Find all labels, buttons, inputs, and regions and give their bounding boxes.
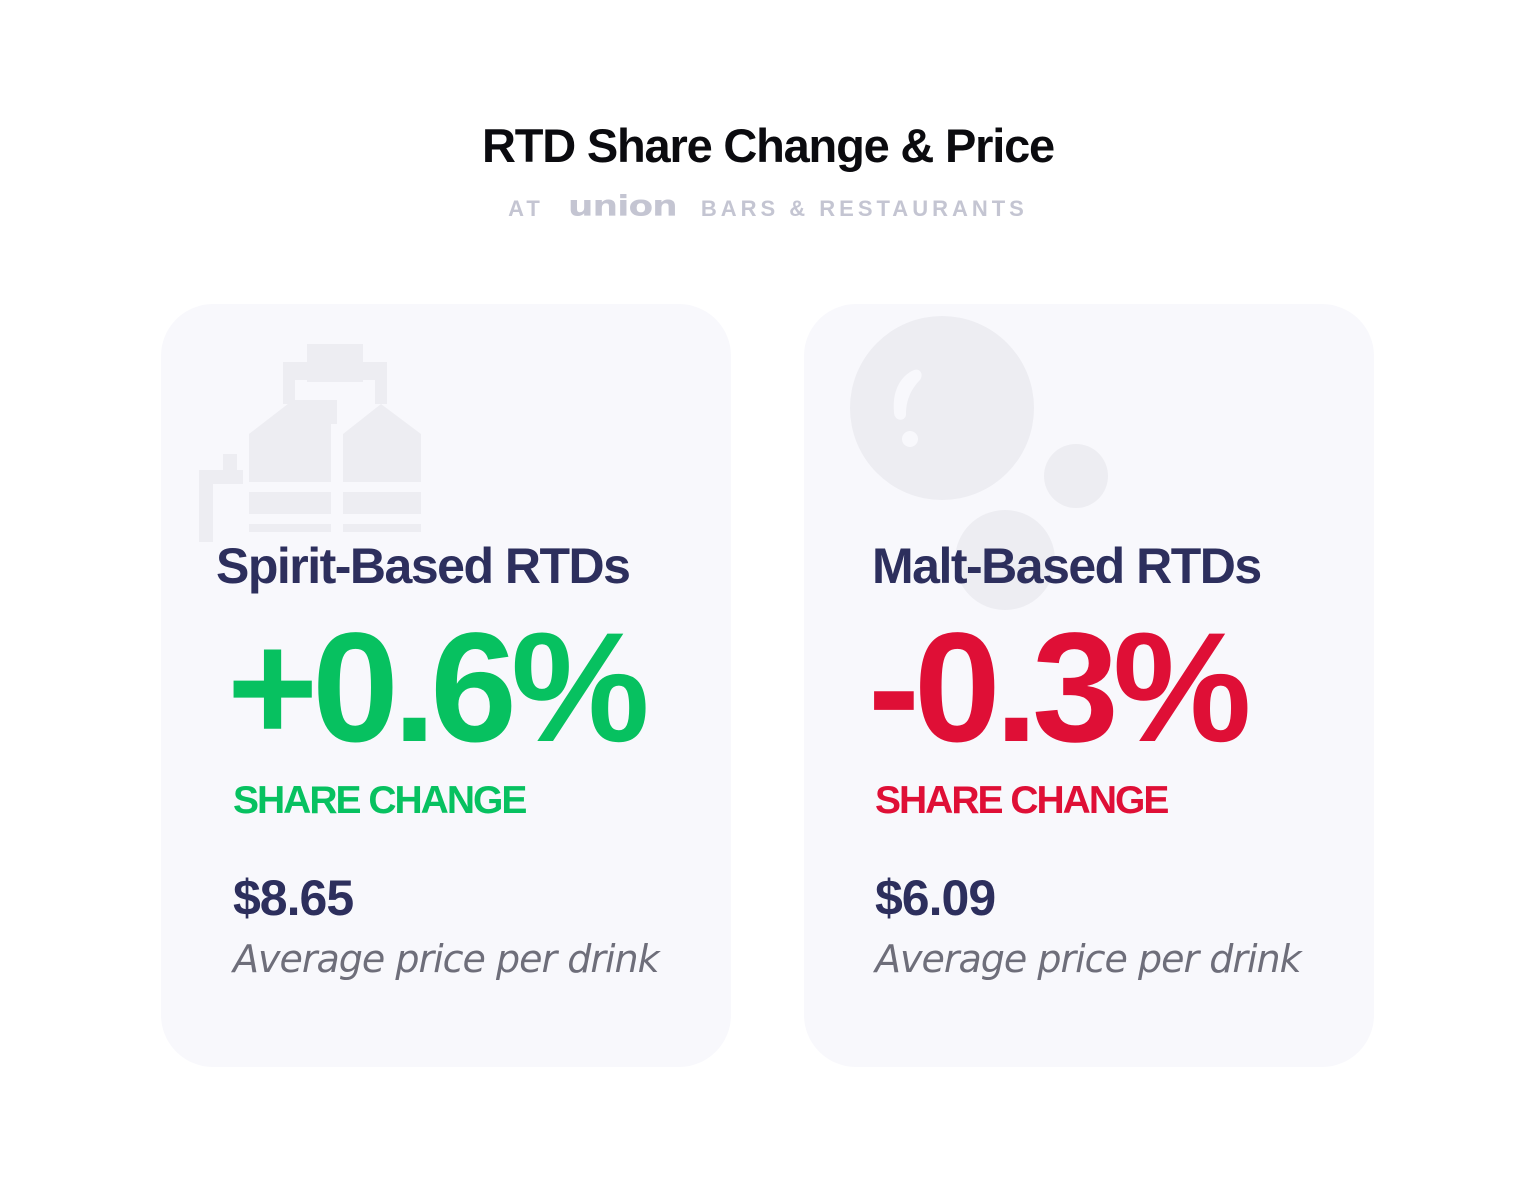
card-title: Spirit-Based RTDs xyxy=(216,538,631,594)
bubbles-icon xyxy=(850,316,1108,610)
page-title: RTD Share Change & Price xyxy=(482,119,1055,172)
average-price-value: $6.09 xyxy=(875,870,996,926)
bottles-icon xyxy=(199,344,427,542)
subtitle-prefix: AT xyxy=(508,196,544,221)
page-subtitle: AT union BARS & RESTAURANTS xyxy=(0,190,1536,226)
average-price-label: Average price per drink xyxy=(233,937,660,981)
share-change-value: -0.3% xyxy=(868,601,1252,775)
malt-based-card: Malt-Based RTDs -0.3% SHARE CHANGE $6.09… xyxy=(804,304,1374,1067)
average-price-label: Average price per drink xyxy=(875,937,1302,981)
average-price-value: $8.65 xyxy=(233,870,354,926)
union-logo: union xyxy=(567,190,678,222)
share-change-value: +0.6% xyxy=(227,601,650,775)
share-change-label: SHARE CHANGE xyxy=(233,779,527,822)
spirit-based-card: Spirit-Based RTDs +0.6% SHARE CHANGE $8.… xyxy=(161,304,731,1067)
share-change-label: SHARE CHANGE xyxy=(875,779,1169,822)
card-title: Malt-Based RTDs xyxy=(872,538,1262,594)
subtitle-suffix: BARS & RESTAURANTS xyxy=(700,196,1028,221)
